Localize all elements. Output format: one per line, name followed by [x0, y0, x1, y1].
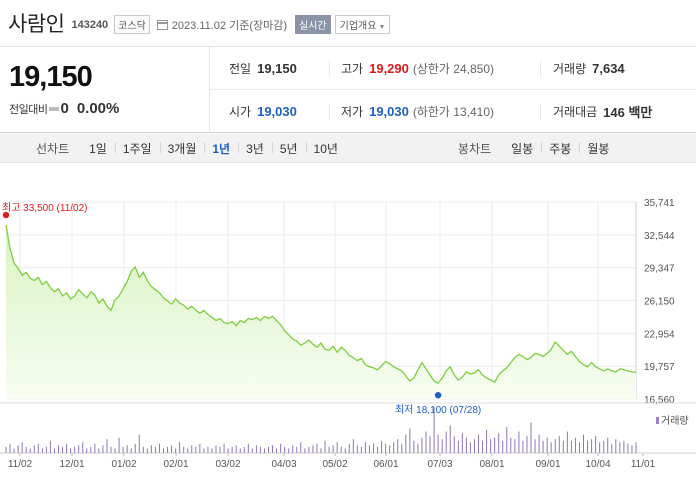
- x-tick-label: 12/01: [59, 459, 84, 470]
- amount-value: 146 백만: [603, 105, 653, 120]
- x-tick-label: 05/02: [322, 459, 347, 470]
- y-tick-label: 26,150: [644, 297, 675, 308]
- y-tick-label: 16,560: [644, 395, 675, 406]
- x-tick-label: 07/03: [427, 459, 452, 470]
- line-chart-label: 선차트: [36, 142, 70, 156]
- stat-prev: 전일 19,150: [229, 47, 297, 90]
- tab-3m[interactable]: 3개월: [159, 140, 205, 157]
- chevron-down-icon: ▼: [378, 24, 386, 31]
- candle-chart-tabs: 봉차트 일봉 주봉 월봉: [458, 134, 617, 163]
- y-tick-label: 22,954: [644, 329, 675, 340]
- x-tick-label: 01/02: [111, 459, 136, 470]
- x-tick-label: 04/03: [271, 459, 296, 470]
- base-date: 2023.11.02 기준(장마감): [171, 20, 288, 32]
- open-value: 19,030: [257, 104, 297, 119]
- x-tick-label: 10/04: [585, 459, 610, 470]
- stat-open: 시가 19,030: [229, 90, 297, 133]
- volume-legend: 거래량: [661, 415, 689, 427]
- x-tick-label: 11/01: [631, 459, 656, 470]
- change-percent: 0.00%: [76, 100, 120, 117]
- low-label: 저가: [341, 105, 364, 119]
- volume-legend-swatch: [656, 417, 659, 424]
- chart-tabs: 선차트 1일 1주일 3개월 1년 3년 5년 10년 봉차트 일봉 주봉 월봉: [0, 134, 696, 163]
- prev-label: 전일: [229, 62, 252, 76]
- stats-row-1: 전일 19,150 고가 19,290 (상한가 24,850) 거래량 7,6…: [210, 47, 696, 90]
- x-tick-label: 08/01: [479, 459, 504, 470]
- x-tick-label: 06/01: [373, 459, 398, 470]
- change-line: 전일대비 0 0.00%: [9, 100, 119, 117]
- tab-1d[interactable]: 1일: [89, 142, 107, 156]
- x-tick-label: 03/02: [215, 459, 240, 470]
- amount-label: 거래대금: [553, 105, 598, 119]
- x-tick-label: 02/01: [163, 459, 188, 470]
- open-label: 시가: [229, 105, 252, 119]
- divider: [540, 61, 541, 77]
- candle-chart-label: 봉차트: [458, 142, 492, 156]
- stat-high: 고가 19,290 (상한가 24,850): [341, 47, 494, 90]
- tab-weekly[interactable]: 주봉: [541, 140, 579, 157]
- line-chart-tabs: 선차트 1일 1주일 3개월 1년 3년 5년 10년: [36, 134, 346, 163]
- x-tick-label: 11/02: [8, 459, 33, 470]
- upper-limit: (상한가 24,850): [412, 62, 495, 76]
- calendar-icon: [156, 20, 168, 30]
- high-annotation: 최고 33,500 (11/02): [2, 202, 88, 214]
- prev-value: 19,150: [257, 61, 297, 76]
- low-marker: [434, 391, 442, 399]
- tab-1y[interactable]: 1년: [204, 140, 238, 157]
- tab-monthly[interactable]: 월봉: [579, 140, 617, 157]
- flat-icon: [49, 106, 60, 111]
- realtime-button[interactable]: 실시간: [295, 15, 331, 34]
- current-price: 19,150: [9, 61, 93, 93]
- price-chart[interactable]: 35,741 32,544 29,347 26,150 22,954 19,757 16,5…: [0, 163, 696, 486]
- company-overview-label: 기업개요: [339, 21, 377, 32]
- stat-amount: 거래대금 146 백만: [553, 90, 652, 133]
- volume-value: 7,634: [592, 61, 625, 76]
- tab-1w[interactable]: 1주일: [114, 140, 160, 157]
- stock-code: 143240: [71, 19, 109, 31]
- y-tick-label: 32,544: [644, 231, 675, 242]
- tab-3y[interactable]: 3년: [238, 140, 272, 157]
- divider: [329, 61, 330, 77]
- lower-limit: (하한가 13,410): [412, 105, 495, 119]
- high-value: 19,290: [369, 61, 409, 76]
- high-marker: [2, 211, 10, 219]
- y-tick-label: 29,347: [644, 264, 675, 275]
- tab-daily[interactable]: 일봉: [511, 142, 534, 156]
- company-overview-dropdown[interactable]: 기업개요 ▼: [334, 15, 391, 34]
- tab-5y[interactable]: 5년: [271, 140, 306, 157]
- price-chart-svg[interactable]: 35,741 32,544 29,347 26,150 22,954 19,757 16,5…: [0, 163, 696, 486]
- price-line: [5, 224, 637, 385]
- change-label: 전일대비: [9, 103, 48, 116]
- volume-label: 거래량: [553, 62, 587, 76]
- divider: [329, 104, 330, 120]
- price-panel: 19,150 전일대비 0 0.00% 전일 19,150 고가 19,290 …: [0, 46, 696, 133]
- stat-low: 저가 19,030 (하한가 13,410): [341, 90, 494, 133]
- company-name: 사람인: [8, 13, 65, 36]
- price-area: [6, 225, 636, 399]
- stats-row-2: 시가 19,030 저가 19,030 (하한가 13,410) 거래대금 14…: [210, 90, 696, 133]
- high-label: 고가: [341, 62, 364, 76]
- low-value: 19,030: [369, 104, 409, 119]
- y-tick-label: 19,757: [644, 362, 675, 373]
- tab-10y[interactable]: 10년: [305, 140, 346, 157]
- market-badge: 코스닥: [114, 15, 150, 34]
- divider: [540, 104, 541, 120]
- stock-header: 사람인 143240 코스닥 2023.11.02 기준(장마감) 실시간 기업…: [0, 0, 696, 46]
- x-tick-label: 09/01: [535, 459, 560, 470]
- current-price-box: 19,150 전일대비 0 0.00%: [0, 47, 210, 133]
- change-value: 0: [60, 100, 69, 117]
- y-tick-label: 35,741: [644, 198, 675, 209]
- low-annotation: 최저 18,100 (07/28): [395, 404, 481, 416]
- stat-volume: 거래량 7,634: [553, 47, 625, 90]
